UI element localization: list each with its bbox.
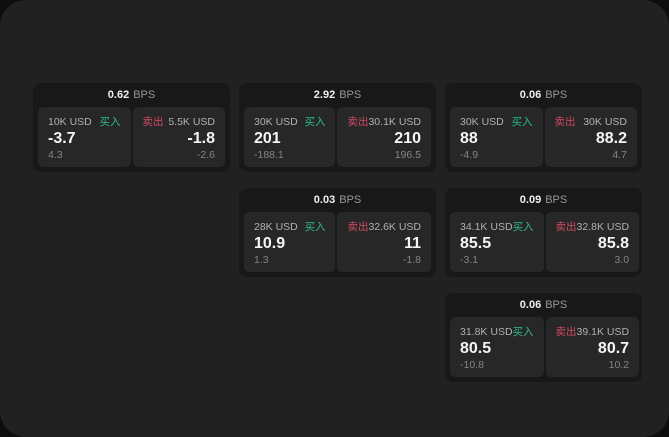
- buy-delta: -188.1: [254, 149, 284, 161]
- buy-delta: 1.3: [254, 254, 269, 266]
- buy-delta: 4.3: [48, 149, 63, 161]
- bps-header: 0.09 BPS: [445, 188, 642, 212]
- buy-price: 85.5: [460, 235, 492, 253]
- sell-delta: -1.8: [402, 254, 421, 266]
- sell-price: 210: [394, 130, 421, 148]
- bps-header: 0.62 BPS: [33, 83, 230, 107]
- sell-pane[interactable]: 卖出 30.1K USD 210 196.5: [337, 107, 431, 167]
- buy-amount: 28K USD: [254, 220, 298, 233]
- bps-unit: BPS: [339, 89, 362, 101]
- sell-price: -1.8: [187, 130, 215, 148]
- sell-pane[interactable]: 卖出 5.5K USD -1.8 -2.6: [132, 107, 225, 167]
- bps-value: 0.06: [519, 299, 542, 311]
- sell-amount: 30.1K USD: [368, 115, 421, 128]
- sell-side-label: 卖出: [347, 221, 369, 233]
- sell-pane[interactable]: 卖出 32.8K USD 85.8 3.0: [545, 212, 640, 272]
- sell-delta: 3.0: [614, 254, 630, 266]
- buy-price: -3.7: [48, 130, 76, 148]
- sell-pane[interactable]: 卖出 39.1K USD 80.7 10.2: [545, 317, 640, 377]
- buy-amount: 30K USD: [460, 115, 504, 128]
- quote-card: 0.06 BPS 31.8K USD 买入 80.5 -10.8 卖出 39.1…: [445, 293, 642, 382]
- sell-pane[interactable]: 卖出 32.6K USD 11 -1.8: [337, 212, 431, 272]
- buy-amount: 10K USD: [48, 115, 92, 128]
- bps-unit: BPS: [133, 89, 156, 101]
- sell-delta: 4.7: [612, 149, 627, 161]
- buy-price: 10.9: [254, 235, 286, 253]
- buy-delta: -3.1: [460, 254, 479, 266]
- buy-side-label: 买入: [99, 116, 121, 128]
- buy-side-label: 买入: [304, 221, 326, 233]
- buy-side-label: 买入: [511, 116, 533, 128]
- buy-side-label: 买入: [512, 326, 534, 338]
- quote-card: 0.03 BPS 28K USD 买入 10.9 1.3 卖出 32.6K US…: [239, 188, 436, 277]
- sell-delta: 10.2: [608, 359, 630, 371]
- buy-amount: 30K USD: [254, 115, 298, 128]
- sell-price: 88.2: [595, 130, 627, 148]
- quote-card: 0.62 BPS 10K USD 买入 -3.7 4.3 卖出 5.5K USD…: [33, 83, 230, 172]
- buy-amount: 34.1K USD: [460, 220, 513, 233]
- buy-pane[interactable]: 30K USD 买入 201 -188.1: [244, 107, 336, 167]
- bps-header: 0.03 BPS: [239, 188, 436, 212]
- bps-unit: BPS: [545, 89, 568, 101]
- bps-value: 2.92: [313, 89, 336, 101]
- bps-unit: BPS: [545, 194, 568, 206]
- buy-pane[interactable]: 30K USD 买入 88 -4.9: [450, 107, 543, 167]
- sell-side-label: 卖出: [142, 116, 164, 128]
- quote-card: 0.09 BPS 34.1K USD 买入 85.5 -3.1 卖出 32.8K…: [445, 188, 642, 277]
- bps-header: 0.06 BPS: [445, 83, 642, 107]
- buy-price: 201: [254, 130, 281, 148]
- sell-delta: -2.6: [196, 149, 215, 161]
- sell-amount: 5.5K USD: [168, 115, 215, 128]
- buy-delta: -4.9: [460, 149, 479, 161]
- quote-card: 0.06 BPS 30K USD 买入 88 -4.9 卖出 30K USD 8…: [445, 83, 642, 172]
- sell-side-label: 卖出: [347, 116, 369, 128]
- bps-unit: BPS: [545, 299, 568, 311]
- sell-price: 80.7: [597, 340, 630, 358]
- sell-amount: 30K USD: [583, 115, 627, 128]
- bps-value: 0.03: [313, 194, 336, 206]
- bps-header: 0.06 BPS: [445, 293, 642, 317]
- bps-value: 0.06: [519, 89, 542, 101]
- bps-unit: BPS: [339, 194, 362, 206]
- buy-delta: -10.8: [460, 359, 484, 371]
- bps-header: 2.92 BPS: [239, 83, 436, 107]
- sell-amount: 32.8K USD: [576, 220, 630, 233]
- quote-card: 2.92 BPS 30K USD 买入 201 -188.1 卖出 30.1K …: [239, 83, 436, 172]
- bps-value: 0.09: [519, 194, 542, 206]
- sell-delta: 196.5: [394, 149, 421, 161]
- bps-value: 0.62: [107, 89, 130, 101]
- buy-amount: 31.8K USD: [460, 325, 513, 338]
- sell-pane[interactable]: 卖出 30K USD 88.2 4.7: [544, 107, 637, 167]
- sell-amount: 39.1K USD: [576, 325, 630, 338]
- sell-side-label: 卖出: [554, 116, 576, 128]
- sell-price: 11: [404, 235, 421, 253]
- sell-side-label: 卖出: [555, 221, 577, 233]
- buy-pane[interactable]: 31.8K USD 买入 80.5 -10.8: [450, 317, 544, 377]
- buy-side-label: 买入: [304, 116, 326, 128]
- sell-amount: 32.6K USD: [368, 220, 421, 233]
- buy-pane[interactable]: 34.1K USD 买入 85.5 -3.1: [450, 212, 544, 272]
- buy-pane[interactable]: 28K USD 买入 10.9 1.3: [244, 212, 336, 272]
- buy-pane[interactable]: 10K USD 买入 -3.7 4.3: [38, 107, 131, 167]
- sell-side-label: 卖出: [555, 326, 577, 338]
- buy-side-label: 买入: [512, 221, 534, 233]
- sell-price: 85.8: [597, 235, 630, 253]
- buy-price: 88: [460, 130, 478, 148]
- buy-price: 80.5: [460, 340, 492, 358]
